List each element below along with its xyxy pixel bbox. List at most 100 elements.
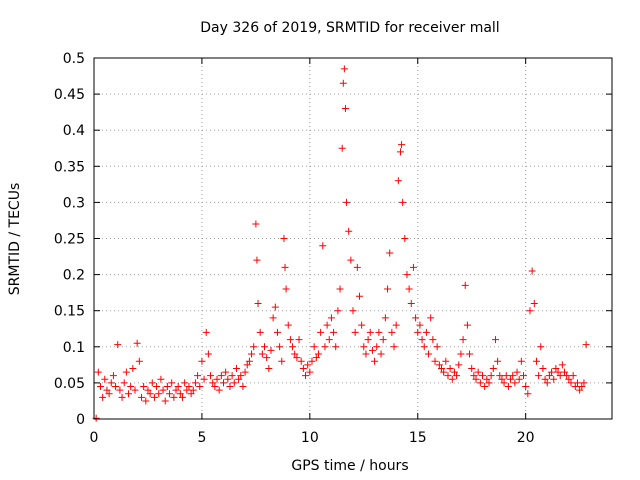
data-point — [351, 328, 359, 336]
data-point — [360, 343, 368, 351]
data-point — [375, 328, 383, 336]
data-point — [511, 379, 519, 387]
data-point — [522, 383, 530, 391]
data-point — [235, 375, 243, 383]
data-point — [545, 372, 553, 380]
data-point — [237, 372, 245, 380]
data-point — [170, 393, 178, 401]
data-point — [271, 303, 279, 311]
data-point — [455, 361, 463, 369]
axis-tick-labels: 0 0.05 0.1 0.15 0.2 0.25 0.3 0.35 0.4 0.45 0.5 0 5 10… — [54, 51, 535, 446]
data-point — [243, 361, 251, 369]
data-point — [349, 307, 357, 315]
data-point — [269, 314, 277, 322]
data-point — [427, 314, 435, 322]
data-point — [530, 299, 538, 307]
x-tick-label: 5 — [197, 430, 206, 446]
data-point — [228, 372, 236, 380]
y-tick-label: 0.4 — [63, 123, 85, 139]
data-point — [150, 393, 158, 401]
data-point — [226, 383, 234, 391]
data-point — [358, 321, 366, 329]
data-point — [491, 336, 499, 344]
data-point — [373, 343, 381, 351]
data-point — [515, 375, 523, 383]
data-point — [472, 375, 480, 383]
data-point — [489, 364, 497, 372]
data-point — [189, 386, 197, 394]
data-point — [253, 256, 261, 264]
data-point — [302, 372, 310, 380]
x-tick-label: 15 — [409, 430, 427, 446]
data-point — [159, 386, 167, 394]
y-axis-label: SRMTID / TECUs — [7, 183, 23, 296]
data-point — [286, 336, 294, 344]
data-point — [573, 379, 581, 387]
data-point — [481, 383, 489, 391]
data-point — [338, 144, 346, 152]
data-point — [140, 383, 148, 391]
data-point — [561, 368, 569, 376]
data-point — [254, 299, 262, 307]
data-point — [448, 375, 456, 383]
y-tick-label: 0.05 — [54, 376, 85, 392]
data-point — [125, 390, 133, 398]
y-tick-label: 0.35 — [54, 159, 85, 175]
y-tick-label: 0.1 — [63, 340, 85, 356]
chart-title: Day 326 of 2019, SRMTID for receiver mal… — [200, 20, 499, 36]
data-point — [582, 341, 590, 349]
data-point — [457, 350, 465, 358]
data-point — [258, 350, 266, 358]
data-point — [213, 375, 221, 383]
data-point — [548, 368, 556, 376]
data-point — [198, 357, 206, 365]
data-point — [105, 390, 113, 398]
data-point — [535, 372, 543, 380]
data-point — [336, 285, 344, 293]
data-point — [444, 372, 452, 380]
data-point — [142, 397, 150, 405]
data-point — [312, 354, 320, 362]
data-point — [306, 368, 314, 376]
data-point — [220, 379, 227, 387]
data-point — [217, 372, 225, 380]
y-tick-label: 0 — [76, 412, 85, 428]
data-point — [250, 343, 258, 351]
data-point — [211, 383, 219, 391]
data-point — [381, 314, 389, 322]
data-point — [571, 383, 579, 391]
data-point — [368, 346, 376, 354]
data-point — [353, 263, 361, 271]
data-point — [278, 357, 286, 365]
data-point — [107, 379, 115, 387]
data-point — [245, 357, 253, 365]
data-point — [248, 350, 256, 358]
data-point — [174, 383, 182, 391]
data-point — [550, 375, 558, 383]
data-point — [168, 379, 176, 387]
data-point — [392, 321, 400, 329]
data-point — [442, 357, 450, 365]
data-point — [496, 372, 504, 380]
data-point — [194, 372, 202, 380]
data-point — [172, 386, 180, 394]
data-point — [341, 105, 349, 113]
data-point — [276, 343, 284, 351]
data-point — [207, 372, 215, 380]
x-tick-label: 10 — [301, 430, 319, 446]
data-point — [580, 379, 588, 387]
data-point — [474, 368, 482, 376]
data-point — [539, 364, 547, 372]
data-point — [131, 386, 139, 394]
data-point — [196, 383, 204, 391]
data-point — [127, 383, 135, 391]
data-point — [479, 372, 486, 380]
data-point — [215, 386, 223, 394]
data-point — [396, 148, 404, 156]
data-point — [129, 364, 137, 372]
x-tick-label: 0 — [90, 430, 99, 446]
data-point — [416, 321, 424, 329]
data-point — [543, 379, 551, 387]
data-point — [377, 350, 385, 358]
